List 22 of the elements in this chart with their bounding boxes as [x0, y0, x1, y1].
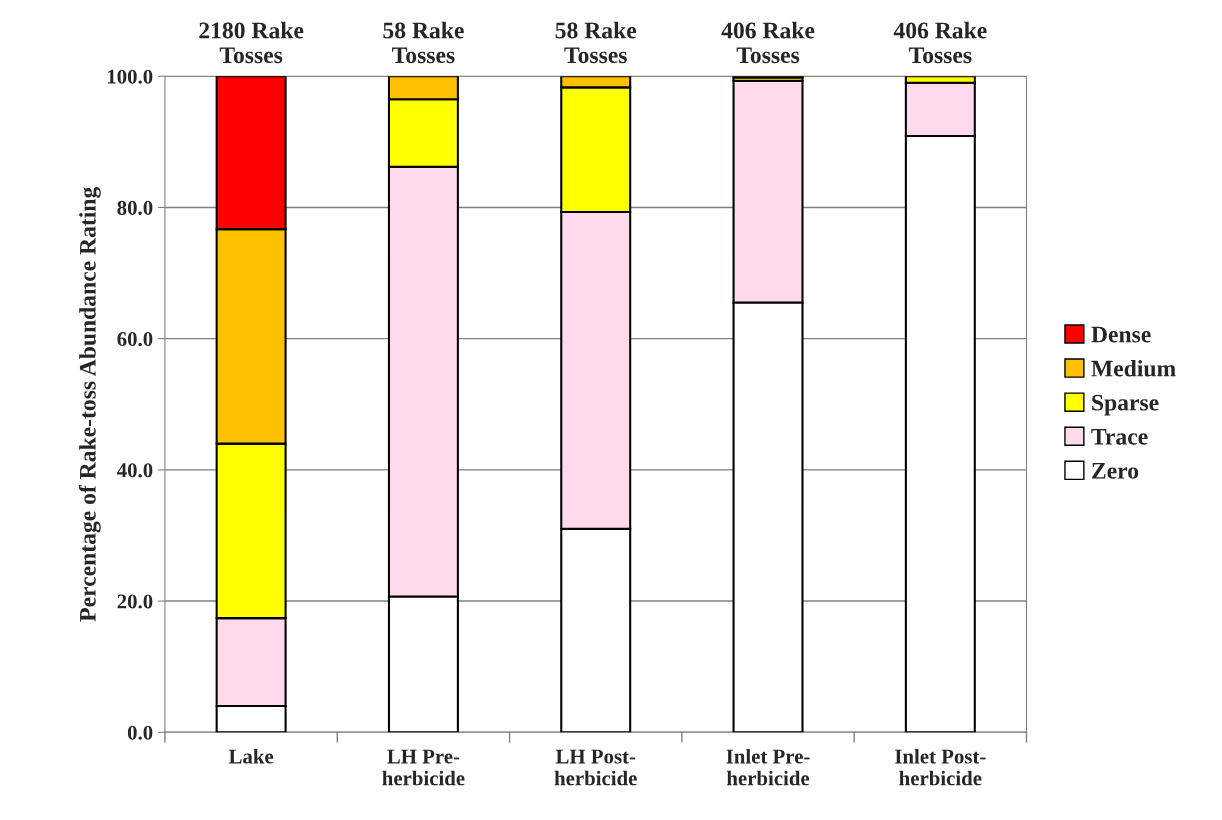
legend-label: Dense — [1091, 326, 1151, 343]
annotation: 58 Rake Tosses — [555, 21, 637, 64]
y-tick-label: 60.0 — [117, 332, 153, 347]
y-tick-label: 20.0 — [117, 594, 153, 609]
x-tick-label: Lake — [228, 748, 274, 764]
x-tick-label: Inlet Post- herbicide — [895, 748, 986, 786]
legend-label: Sparse — [1092, 394, 1159, 416]
y-tick-label: 80.0 — [117, 200, 153, 215]
legend-label: Medium — [1091, 359, 1176, 377]
y-tick-label: 40.0 — [116, 463, 153, 478]
legend-label: Zero — [1092, 463, 1139, 479]
annotation: 406 Rake Tosses — [721, 21, 815, 64]
x-tick-label: LH Pre- herbicide — [382, 749, 465, 786]
annotation: 58 Rake Tosses — [383, 21, 464, 64]
y-tick-label: 0.0 — [127, 725, 153, 740]
annotation: 406 Rake Tosses — [893, 21, 987, 64]
annotation: 2180 Rake Tosses — [199, 21, 304, 64]
x-tick-label: LH Post- herbicide — [554, 749, 637, 786]
y-axis-title: Percentage of Rake-toss Abundance Rating — [78, 186, 101, 622]
y-tick-label: 100.0 — [107, 69, 153, 84]
legend-label: Trace — [1091, 428, 1148, 445]
x-tick-label: Inlet Pre- herbicide — [726, 748, 810, 786]
